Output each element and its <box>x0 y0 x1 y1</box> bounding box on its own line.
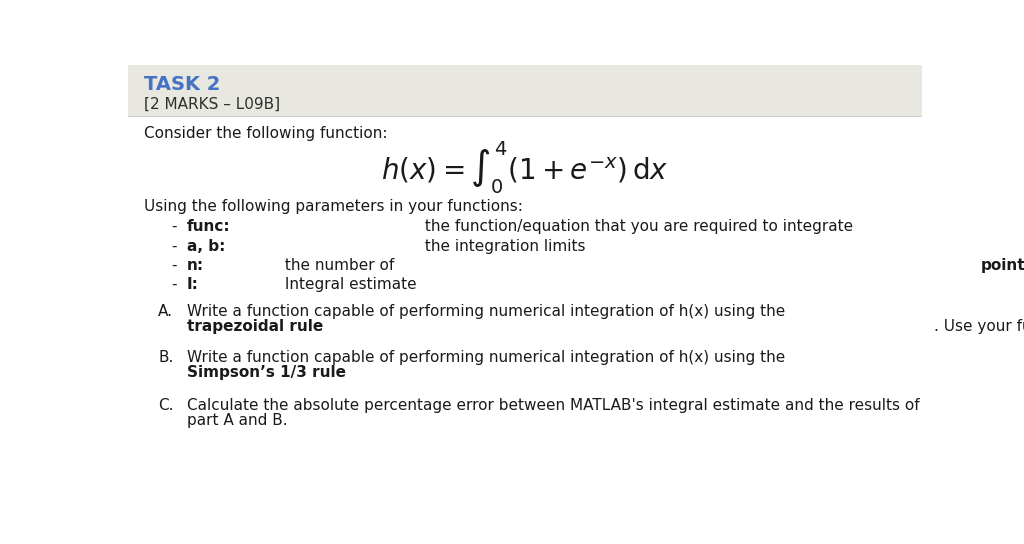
Text: Simpson’s 1/3 rule: Simpson’s 1/3 rule <box>186 365 346 380</box>
Text: -: - <box>171 277 176 292</box>
Text: Integral estimate: Integral estimate <box>281 277 417 292</box>
Text: Consider the following function:: Consider the following function: <box>143 126 387 141</box>
Text: the function/equation that you are required to integrate: the function/equation that you are requi… <box>420 219 853 234</box>
Text: I:: I: <box>186 277 199 292</box>
Text: Using the following parameters in your functions:: Using the following parameters in your f… <box>143 199 522 214</box>
Text: -: - <box>171 239 176 254</box>
Text: A.: A. <box>158 304 173 319</box>
Text: [2 MARKS – L09B]: [2 MARKS – L09B] <box>143 97 280 112</box>
Text: -: - <box>171 219 176 234</box>
Text: a, b:: a, b: <box>186 239 225 254</box>
Text: . Use your function to solve the equation with 7 points.: . Use your function to solve the equatio… <box>934 319 1024 333</box>
Text: Calculate the absolute percentage error between MATLAB's integral estimate and t: Calculate the absolute percentage error … <box>186 398 920 413</box>
Text: C.: C. <box>158 398 174 413</box>
Text: -: - <box>171 258 176 273</box>
Text: Write a function capable of performing numerical integration of h(x) using the: Write a function capable of performing n… <box>186 350 790 364</box>
Text: TASK 2: TASK 2 <box>143 75 220 94</box>
Text: func:: func: <box>186 219 230 234</box>
Text: Write a function capable of performing numerical integration of h(x) using the: Write a function capable of performing n… <box>186 304 790 319</box>
Text: $h(x) = \int_0^4 (1 + e^{-x})\, \mathrm{d}x$: $h(x) = \int_0^4 (1 + e^{-x})\, \mathrm{… <box>381 139 669 196</box>
FancyBboxPatch shape <box>128 65 922 115</box>
Text: the integration limits: the integration limits <box>420 239 586 254</box>
Text: points: points <box>981 258 1024 273</box>
Text: trapezoidal rule: trapezoidal rule <box>186 319 323 333</box>
Text: part A and B.: part A and B. <box>186 413 288 428</box>
Text: the number of: the number of <box>281 258 399 273</box>
Text: B.: B. <box>158 350 173 364</box>
Text: n:: n: <box>186 258 204 273</box>
